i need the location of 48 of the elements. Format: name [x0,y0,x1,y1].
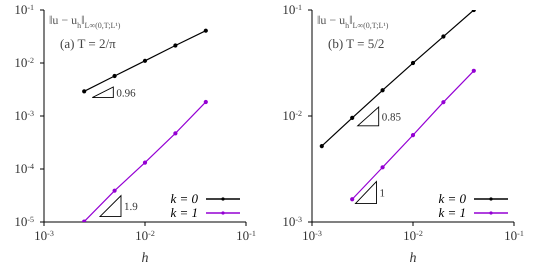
y-tick-label: 10$^{-2}$ [14,55,34,70]
point [320,144,324,148]
point [204,100,208,104]
x-tick-label: 10$^{-1}$ [236,228,256,243]
point [410,133,416,138]
text: (a) T = 2/π [60,36,116,51]
point [173,43,178,48]
point [472,68,476,73]
x-tick-label: 10$^{-1}$ [504,228,524,243]
point [142,160,148,165]
text: (b) T = 5/2 [328,36,384,51]
point [350,197,354,202]
point [441,100,446,104]
point [173,131,178,136]
annotation: 0.96 [116,87,136,100]
x-axis-title: h [142,251,148,264]
point [410,60,416,66]
x-tick-label: 10$^{-3}$ [34,228,54,243]
legend-label: k = 0 [170,191,198,207]
x-axis-title: h [410,251,416,264]
x-tick-label: 10$^{-3}$ [302,228,322,243]
y-tick-label: 10$^{-3}$ [282,214,302,229]
point [142,58,148,63]
point [82,89,86,94]
legend-label: k = 1 [438,205,466,221]
y-tick-label: 10$^{-3}$ [14,108,34,123]
point [82,219,86,222]
point [350,116,354,120]
y-tick-label: 10$^{-4}$ [14,161,34,176]
legend-label: k = 1 [170,205,198,221]
x-tick-label: 10$^{-2}$ [403,228,423,243]
point [380,88,385,92]
point [380,165,385,170]
y-tick-label: 10$^{-5}$ [14,214,34,229]
y-tick-label: 10$^{-1}$ [282,2,302,17]
annotation: 1.9 [124,201,138,214]
legend-label: k = 0 [438,191,466,207]
y-tick-label: 10$^{-1}$ [14,2,34,17]
chart-title: ‖u − u$_{h}$‖$_{L∞(0,T;L¹)}$ [317,13,389,30]
point [112,74,117,78]
x-tick-label: 10$^{-2}$ [135,228,155,243]
y-tick-label: 10$^{-2}$ [282,108,302,123]
annotation: 1 [379,188,385,200]
annotation: 0.85 [382,111,402,124]
point [204,28,208,33]
chart-title: ‖u − u$_{h}$‖$_{L∞(0,T;L¹)}$ [49,13,121,30]
point [112,188,117,193]
point [441,34,446,39]
